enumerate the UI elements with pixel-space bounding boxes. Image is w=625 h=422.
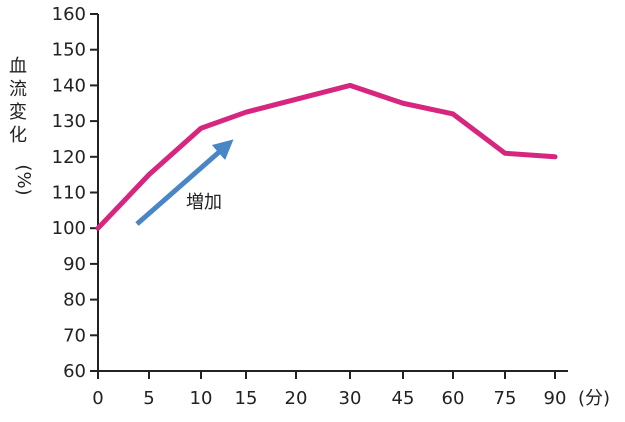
y-tick-label: 140 [52, 75, 86, 96]
x-axis: 0 5 10 15 20 30 45 60 75 90 (分) [92, 370, 610, 409]
y-axis-label-char: 血 [9, 56, 27, 77]
series-line [95, 82, 558, 231]
y-tick-label: 150 [52, 40, 86, 61]
x-tick-label: 90 [544, 388, 567, 409]
y-tick-label: 160 [52, 4, 86, 25]
y-axis-label-char: 流 [9, 79, 27, 100]
x-tick-label: 20 [285, 388, 308, 409]
y-tick-label: 100 [52, 218, 86, 239]
x-tick-label: 10 [190, 388, 213, 409]
x-tick-label: 60 [442, 388, 465, 409]
y-tick-label: 120 [52, 147, 86, 168]
y-axis-unit: (%) [13, 164, 34, 195]
x-axis-unit: (分) [578, 388, 610, 409]
y-tick-label: 60 [63, 361, 86, 382]
increase-label: 増加 [186, 192, 222, 213]
y-axis-label-char: 化 [9, 125, 27, 146]
x-tick-label: 30 [339, 388, 362, 409]
x-tick-label: 45 [392, 388, 415, 409]
x-tick-label: 5 [143, 388, 154, 409]
x-tick-label: 15 [235, 388, 258, 409]
y-tick-label: 110 [52, 183, 86, 204]
y-tick-label: 90 [63, 254, 86, 275]
y-tick-label: 130 [52, 111, 86, 132]
x-tick-label: 75 [494, 388, 517, 409]
y-axis-label-char: 変 [9, 102, 27, 123]
y-tick-label: 70 [63, 325, 86, 346]
annotation: 増加 [135, 139, 234, 226]
y-axis: 60 70 80 90 100 110 120 130 140 150 160 [52, 4, 99, 382]
x-tick-label: 0 [92, 388, 103, 409]
y-tick-label: 80 [63, 290, 86, 311]
series-group [95, 82, 558, 231]
increase-arrow [135, 139, 234, 226]
